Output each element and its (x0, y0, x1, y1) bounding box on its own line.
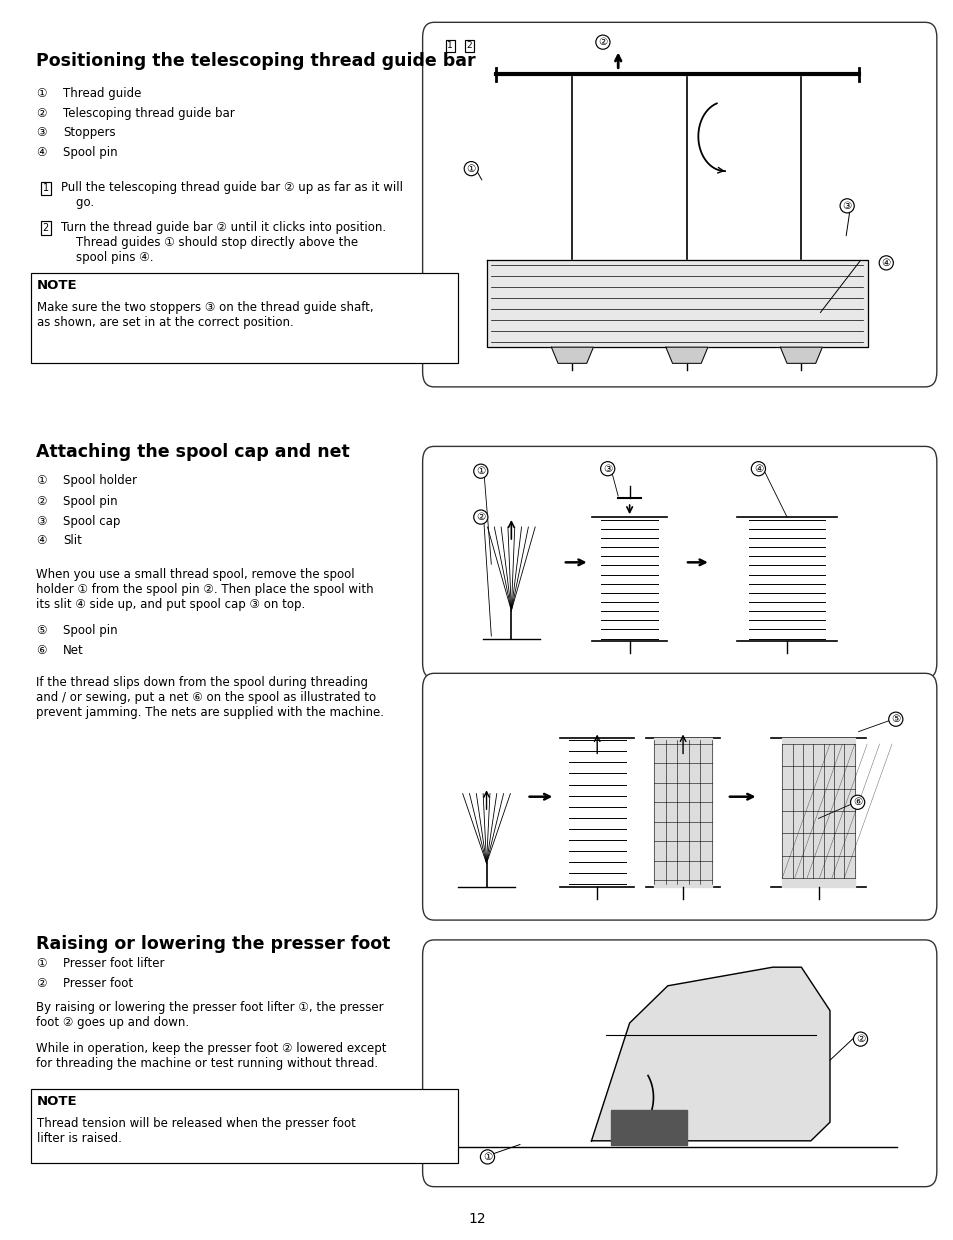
Text: ②: ② (36, 495, 47, 507)
Text: 12: 12 (468, 1211, 485, 1226)
Text: ①: ① (466, 164, 476, 174)
Text: Spool pin: Spool pin (63, 624, 117, 636)
Text: ②: ② (598, 37, 607, 47)
Polygon shape (780, 347, 821, 363)
Text: Stoppers: Stoppers (63, 126, 115, 139)
Text: ⑤: ⑤ (36, 624, 47, 636)
Text: 1: 1 (43, 184, 49, 193)
Text: ④: ④ (753, 464, 762, 474)
Text: Raising or lowering the presser foot: Raising or lowering the presser foot (36, 935, 390, 954)
Bar (30, 1089, 457, 1163)
Text: While in operation, keep the presser foot ② lowered except
for threading the mac: While in operation, keep the presser foo… (36, 1042, 386, 1070)
Text: If the thread slips down from the spool during threading
and / or sewing, put a : If the thread slips down from the spool … (36, 676, 384, 719)
Bar (654, 738, 711, 887)
Text: ①: ① (36, 87, 47, 99)
Text: Spool pin: Spool pin (63, 146, 117, 159)
Polygon shape (551, 347, 593, 363)
Text: By raising or lowering the presser foot lifter ①, the presser
foot ② goes up and: By raising or lowering the presser foot … (36, 1001, 383, 1029)
Text: Thread tension will be released when the presser foot
lifter is raised.: Thread tension will be released when the… (37, 1117, 355, 1146)
Text: ②: ② (855, 1034, 864, 1044)
Text: NOTE: NOTE (37, 1095, 78, 1107)
Text: Make sure the two stoppers ③ on the thread guide shaft,
as shown, are set in at : Make sure the two stoppers ③ on the thre… (37, 301, 374, 330)
Text: ③: ③ (36, 515, 47, 527)
Text: ⑥: ⑥ (36, 644, 47, 656)
Text: Thread guide: Thread guide (63, 87, 141, 99)
FancyBboxPatch shape (422, 940, 936, 1187)
FancyBboxPatch shape (422, 22, 936, 387)
Text: ④: ④ (36, 146, 47, 159)
Text: Presser foot lifter: Presser foot lifter (63, 957, 164, 970)
Text: Presser foot: Presser foot (63, 977, 133, 990)
Text: Spool holder: Spool holder (63, 474, 137, 486)
Text: Net: Net (63, 644, 84, 656)
Text: 2: 2 (466, 41, 472, 51)
Text: ④: ④ (36, 534, 47, 547)
Text: ①: ① (36, 474, 47, 486)
Text: 1: 1 (447, 41, 453, 51)
Text: ①: ① (36, 957, 47, 970)
Text: ①: ① (476, 466, 485, 476)
Text: ①: ① (482, 1152, 492, 1162)
Text: ②: ② (476, 512, 485, 522)
Polygon shape (486, 260, 867, 347)
Text: Attaching the spool cap and net: Attaching the spool cap and net (36, 443, 350, 461)
Text: 2: 2 (43, 223, 49, 233)
Text: Positioning the telescoping thread guide bar: Positioning the telescoping thread guide… (36, 52, 476, 71)
Bar (30, 273, 457, 363)
Text: ②: ② (36, 977, 47, 990)
Polygon shape (665, 347, 707, 363)
Text: ③: ③ (602, 464, 612, 474)
Text: ②: ② (36, 107, 47, 119)
Text: Spool pin: Spool pin (63, 495, 117, 507)
Polygon shape (591, 967, 829, 1141)
FancyBboxPatch shape (422, 446, 936, 678)
Text: ④: ④ (881, 258, 890, 268)
FancyBboxPatch shape (422, 673, 936, 920)
Text: ⑤: ⑤ (890, 714, 900, 724)
Polygon shape (610, 1110, 686, 1145)
Text: ③: ③ (841, 201, 851, 211)
Text: Turn the thread guide bar ② until it clicks into position.
    Thread guides ① s: Turn the thread guide bar ② until it cli… (61, 221, 386, 264)
Text: Spool cap: Spool cap (63, 515, 120, 527)
Text: NOTE: NOTE (37, 279, 78, 291)
Text: ⑥: ⑥ (852, 797, 862, 807)
Text: Telescoping thread guide bar: Telescoping thread guide bar (63, 107, 234, 119)
Text: Pull the telescoping thread guide bar ② up as far as it will
    go.: Pull the telescoping thread guide bar ② … (61, 181, 402, 210)
Text: ③: ③ (36, 126, 47, 139)
Text: When you use a small thread spool, remove the spool
holder ① from the spool pin : When you use a small thread spool, remov… (36, 568, 374, 611)
Bar (781, 738, 854, 887)
Text: Slit: Slit (63, 534, 82, 547)
